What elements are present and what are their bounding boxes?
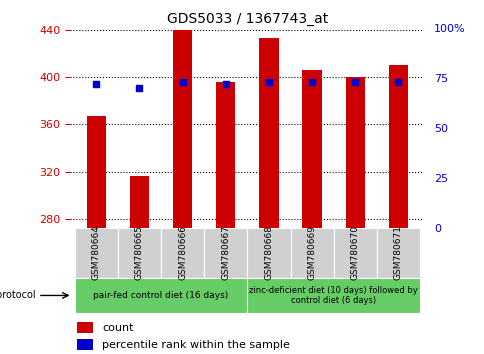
Bar <box>75 278 247 313</box>
Bar <box>333 228 376 278</box>
Point <box>135 86 143 91</box>
Bar <box>77 322 93 333</box>
Bar <box>290 228 333 278</box>
Bar <box>258 38 278 228</box>
Text: percentile rank within the sample: percentile rank within the sample <box>102 339 289 350</box>
Text: GSM780667: GSM780667 <box>221 225 230 280</box>
Bar <box>129 176 149 228</box>
Title: GDS5033 / 1367743_at: GDS5033 / 1367743_at <box>166 12 327 26</box>
Point <box>394 80 402 85</box>
Bar <box>118 228 161 278</box>
Text: growth protocol: growth protocol <box>0 290 36 301</box>
Bar <box>75 228 118 278</box>
Text: GSM780664: GSM780664 <box>91 225 101 280</box>
Text: pair-fed control diet (16 days): pair-fed control diet (16 days) <box>93 291 228 300</box>
Bar <box>161 228 204 278</box>
Point <box>308 80 316 85</box>
Bar <box>215 81 235 228</box>
Text: GSM780669: GSM780669 <box>307 225 316 280</box>
Text: GSM780670: GSM780670 <box>350 225 359 280</box>
Point <box>221 81 229 87</box>
Text: GSM780668: GSM780668 <box>264 225 273 280</box>
Bar <box>204 228 247 278</box>
Bar <box>388 65 408 228</box>
Point <box>178 80 186 85</box>
Bar <box>247 228 290 278</box>
Bar <box>376 228 419 278</box>
Text: GSM780665: GSM780665 <box>135 225 144 280</box>
Point <box>351 80 359 85</box>
Text: GSM780666: GSM780666 <box>178 225 187 280</box>
Text: count: count <box>102 322 134 332</box>
Text: zinc-deficient diet (10 days) followed by
control diet (6 days): zinc-deficient diet (10 days) followed b… <box>249 286 417 305</box>
Bar <box>302 70 321 228</box>
Bar <box>247 278 419 313</box>
Bar <box>345 77 364 228</box>
Point <box>265 80 272 85</box>
Bar <box>86 116 106 228</box>
Point <box>92 81 100 87</box>
Bar <box>77 339 93 350</box>
Bar <box>172 29 192 228</box>
Text: GSM780671: GSM780671 <box>393 225 402 280</box>
